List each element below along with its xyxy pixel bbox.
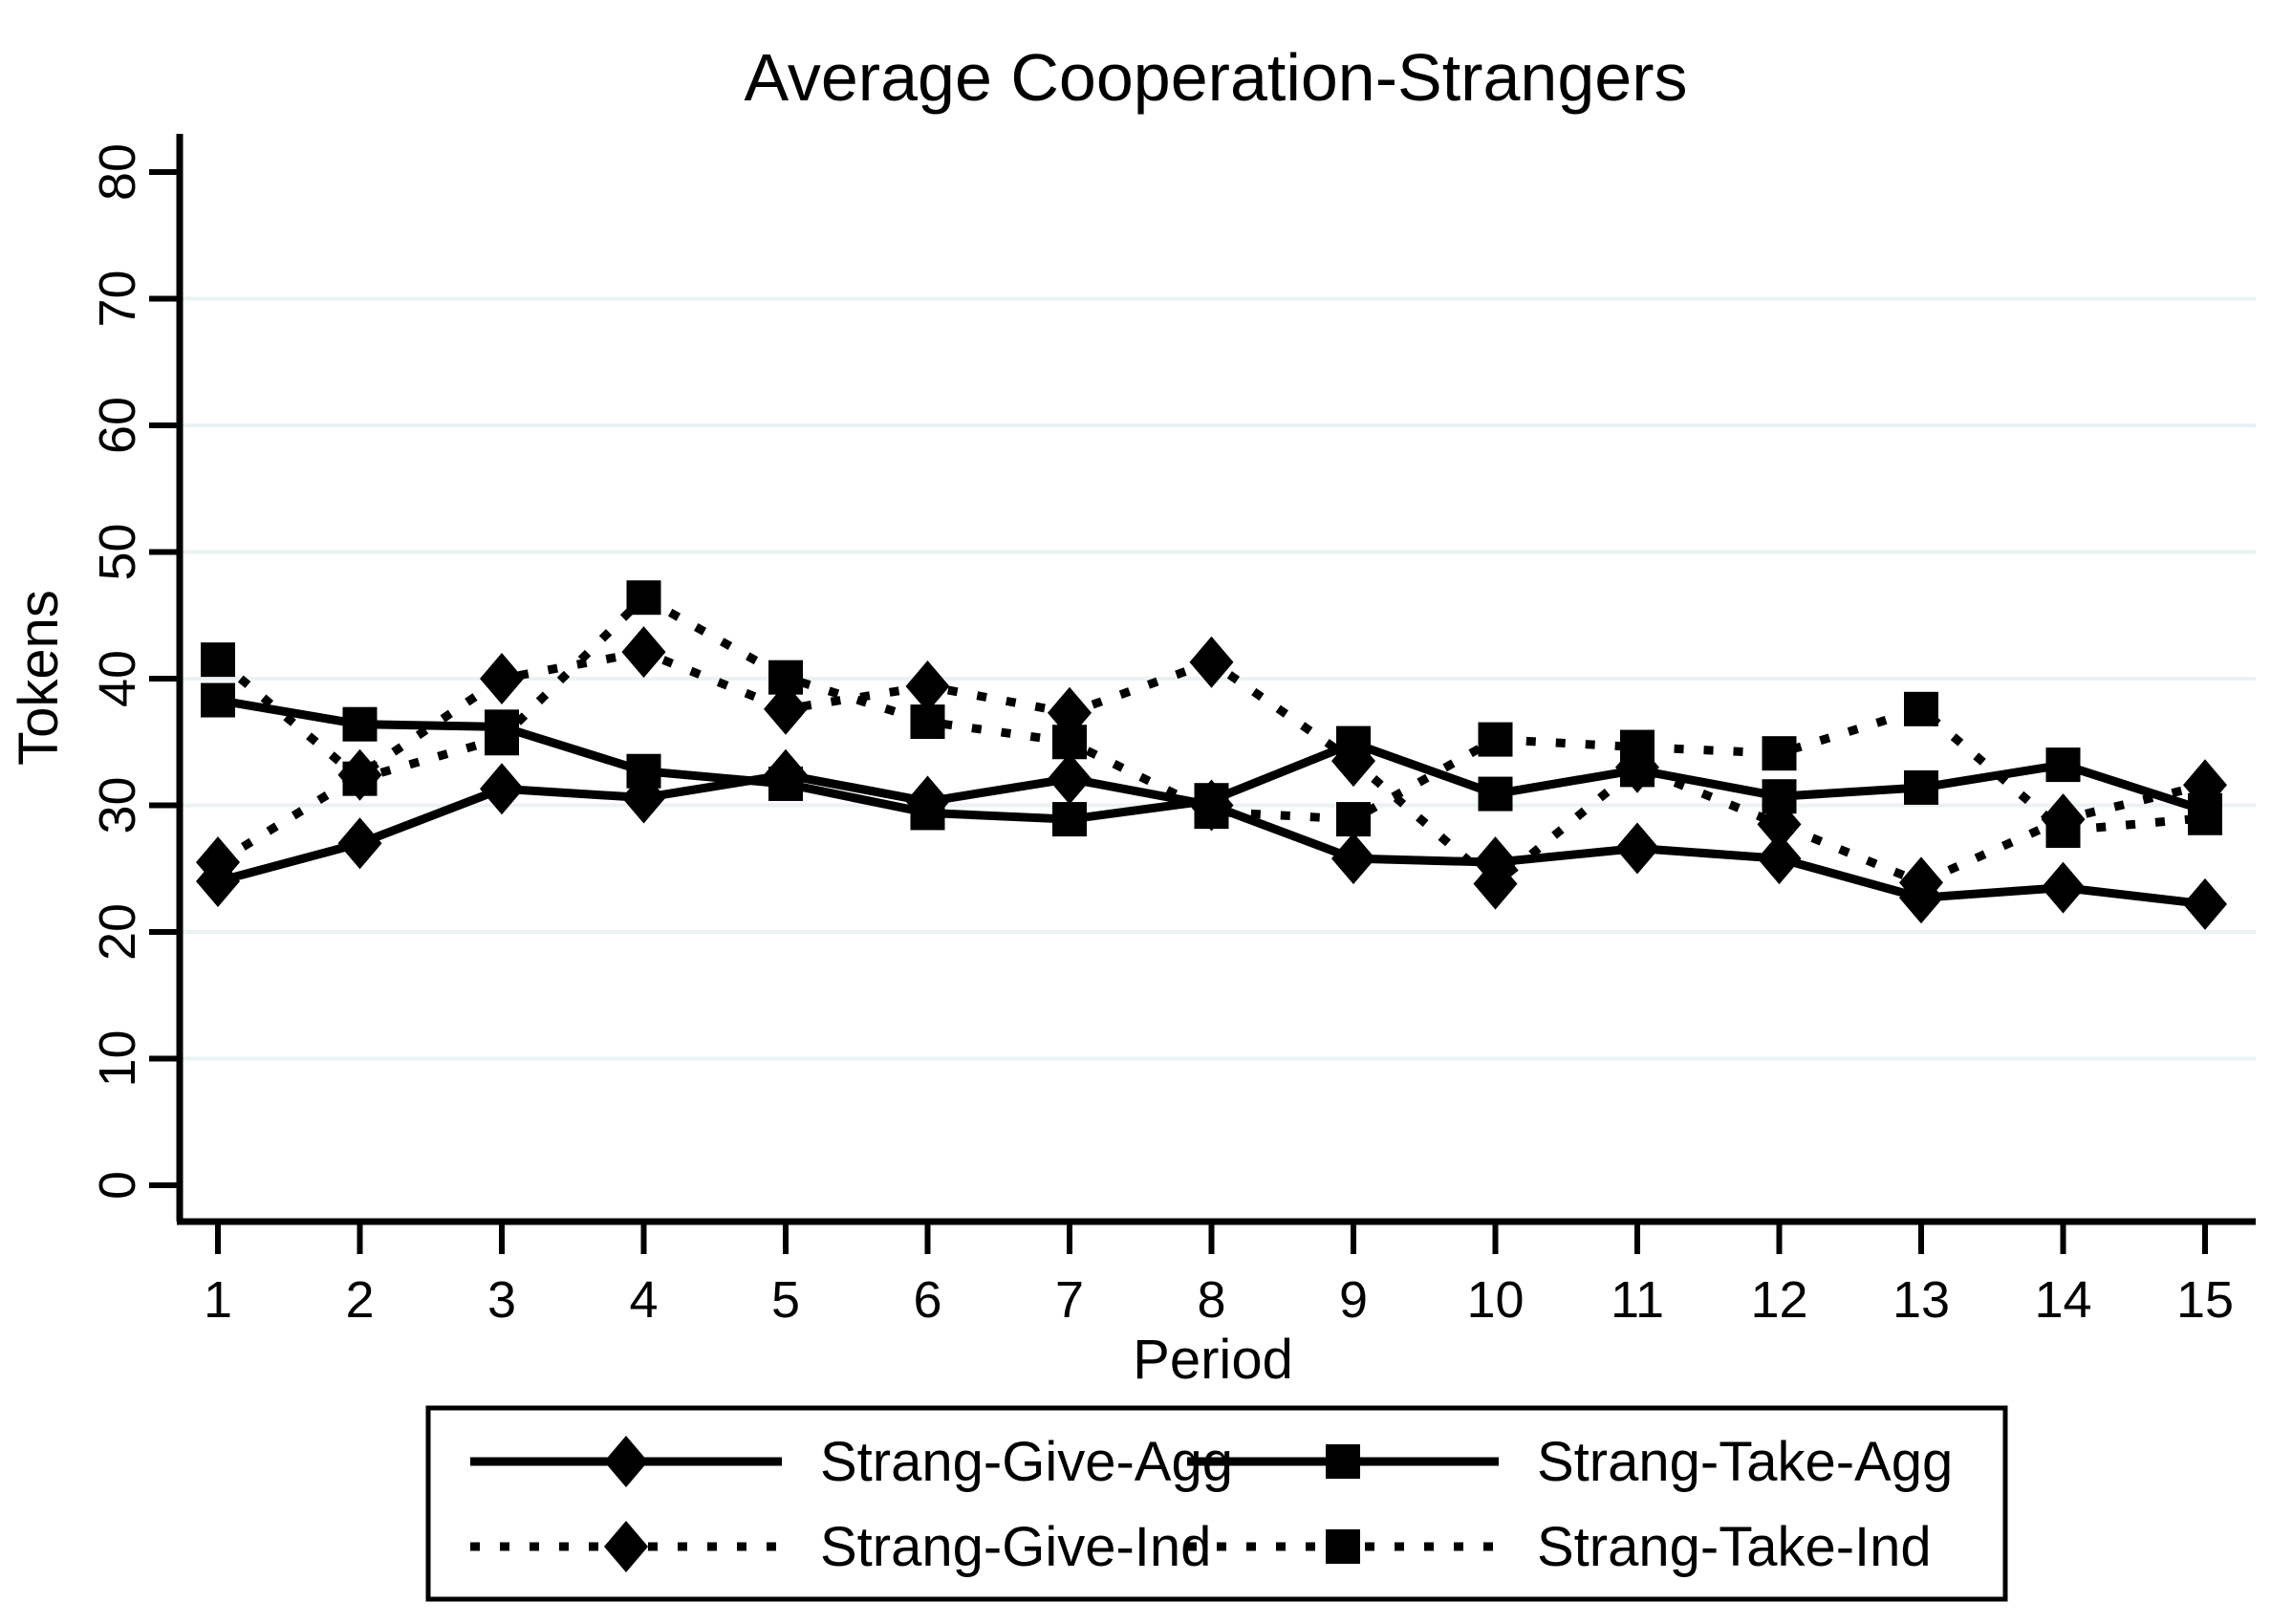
diamond-marker [2183, 759, 2227, 812]
x-tick-label: 8 [1197, 1271, 1225, 1329]
chart-title: Average Cooperation-Strangers [744, 40, 1687, 115]
square-marker [1052, 802, 1087, 837]
diamond-marker [480, 763, 524, 815]
series-strang-take-ind [201, 580, 2222, 848]
square-marker [1762, 736, 1797, 771]
x-axis-title: Period [1133, 1329, 1293, 1391]
square-marker [1336, 802, 1371, 837]
legend-label: Strang-Take-Ind [1537, 1516, 1932, 1578]
legend-box [425, 1405, 2008, 1602]
x-tick-label: 7 [1055, 1271, 1084, 1329]
y-axis-title: Tokens [8, 590, 70, 766]
square-marker [1904, 691, 1938, 726]
x-tick-label: 14 [2034, 1271, 2091, 1329]
diamond-marker [1615, 822, 1659, 875]
y-tick-label: 50 [89, 523, 146, 580]
x-tick-label: 4 [629, 1271, 658, 1329]
x-tick-label: 9 [1339, 1271, 1368, 1329]
diamond-marker [2041, 861, 2086, 914]
diamond-marker [1473, 857, 1518, 910]
x-tick-label: 5 [771, 1271, 800, 1329]
x-tick-label: 10 [1466, 1271, 1524, 1329]
square-marker [2045, 747, 2081, 783]
legend-label: Strang-Take-Agg [1537, 1431, 1953, 1493]
square-marker [342, 706, 378, 742]
x-tick-label: 13 [1892, 1271, 1950, 1329]
legend-entry-strang-give-agg: Strang-Give-Agg [470, 1431, 1233, 1493]
diamond-marker [196, 836, 240, 889]
diamond-marker [1899, 856, 1943, 909]
x-tick-label: 1 [204, 1271, 232, 1329]
x-tick-label: 11 [1611, 1271, 1664, 1329]
y-tick-label: 80 [89, 143, 146, 201]
y-tick-label: 30 [89, 776, 146, 834]
legend-label: Strang-Give-Agg [820, 1431, 1233, 1493]
square-marker [1326, 1444, 1360, 1479]
x-tick-label: 15 [2176, 1271, 2234, 1329]
x-tick-label: 2 [345, 1271, 374, 1329]
square-marker [342, 761, 378, 796]
legend-entry-strang-give-ind: Strang-Give-Ind [470, 1516, 1211, 1578]
square-marker [1326, 1529, 1360, 1564]
square-marker [1478, 722, 1513, 757]
diamond-marker [604, 1436, 648, 1487]
square-marker [201, 682, 235, 718]
diamond-marker [621, 626, 666, 679]
y-tick-label: 10 [89, 1029, 146, 1087]
square-marker [201, 642, 235, 678]
square-marker [768, 660, 803, 695]
diamond-marker [1189, 636, 1234, 688]
square-marker [626, 580, 661, 616]
square-marker [626, 753, 661, 789]
x-tick-label: 3 [487, 1271, 516, 1329]
diamond-marker [2183, 877, 2227, 930]
diamond-marker [1331, 833, 1375, 885]
diamond-marker [764, 682, 808, 735]
legend-entry-strang-take-agg: Strang-Take-Agg [1187, 1431, 1953, 1493]
y-tick-label: 20 [89, 903, 146, 961]
y-tick-label: 60 [89, 397, 146, 454]
square-marker [1052, 725, 1087, 760]
square-marker [910, 704, 945, 740]
x-tick-label: 12 [1750, 1271, 1807, 1329]
diamond-marker [1757, 833, 1802, 885]
diamond-marker [1331, 735, 1375, 788]
legend-label: Strang-Give-Ind [820, 1516, 1211, 1578]
x-tick-label: 6 [913, 1271, 941, 1329]
y-tick-label: 0 [89, 1171, 146, 1200]
diamond-marker [1757, 798, 1802, 851]
diamond-marker [604, 1521, 648, 1572]
square-marker [2188, 800, 2222, 835]
square-marker [485, 721, 519, 756]
diamond-marker [480, 653, 524, 704]
y-tick-label: 70 [89, 270, 146, 327]
y-tick-label: 40 [89, 650, 146, 707]
square-marker [1194, 794, 1229, 830]
diamond-marker [905, 660, 950, 712]
square-marker [2045, 813, 2081, 848]
legend: Strang-Give-Agg Strang-Take-Agg Strang-Giv… [425, 1405, 2008, 1602]
diamond-marker [337, 817, 382, 870]
square-marker [768, 766, 803, 801]
square-marker [1478, 776, 1513, 812]
square-marker [1904, 769, 1938, 805]
legend-entry-strang-take-ind: Strang-Take-Ind [1187, 1516, 1932, 1578]
data-series [196, 580, 2227, 930]
square-marker [910, 795, 945, 831]
square-marker [1620, 729, 1655, 765]
diamond-marker [1048, 752, 1092, 805]
